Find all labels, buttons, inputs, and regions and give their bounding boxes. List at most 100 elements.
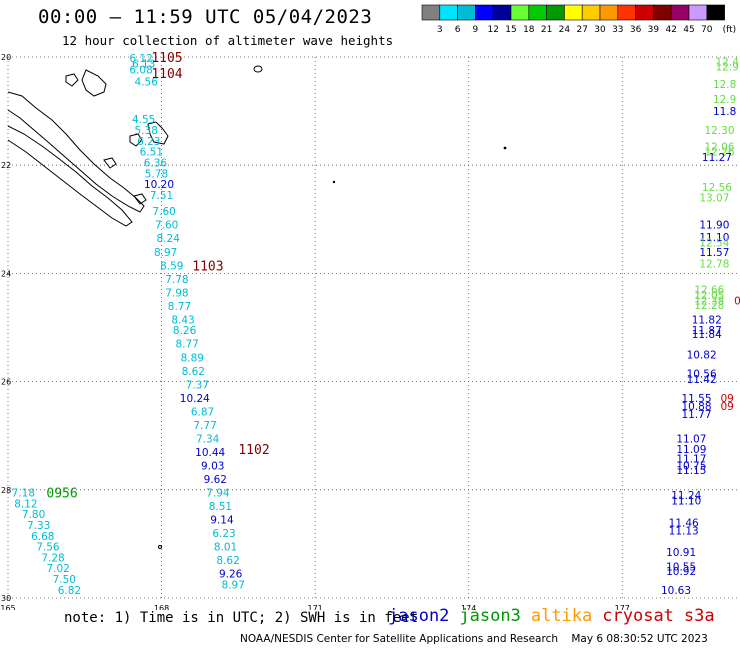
swh-value-label: 13.07 xyxy=(699,193,729,205)
swh-value-label: 11.24 xyxy=(671,490,701,502)
swh-value-label: 10.63 xyxy=(661,585,691,597)
swh-value-label: 7.18 xyxy=(12,488,35,500)
swh-value-label: 7.60 xyxy=(155,220,178,232)
coastline xyxy=(81,69,107,97)
x-tick-label: 177 xyxy=(615,604,630,610)
swh-value-label: 12.06 xyxy=(704,141,734,153)
swh-value-label: 7.33 xyxy=(27,520,50,532)
swh-value-label: 11.07 xyxy=(676,433,706,445)
swh-value-label: 11.8 xyxy=(713,106,736,118)
swh-value-label: 7.60 xyxy=(152,206,175,218)
swh-value-label: 12.66 xyxy=(694,285,724,297)
swh-value-label: 8.43 xyxy=(171,314,194,326)
coastline xyxy=(7,125,133,227)
swh-value-label: 11.09 xyxy=(676,444,706,456)
swh-value-label: 10.88 xyxy=(681,401,711,413)
swh-value-label: 12.05 xyxy=(694,290,724,302)
pass-time-label: 1102 xyxy=(238,443,269,458)
swh-value-label: 11.10 xyxy=(699,232,729,244)
swh-value-label: 6.68 xyxy=(31,531,54,543)
swh-value-label: 12.28 xyxy=(694,300,724,312)
swh-value-label: 8.77 xyxy=(168,301,191,313)
swh-value-label: 7.77 xyxy=(193,420,216,432)
swh-value-label: 8.01 xyxy=(214,542,237,554)
swh-value-label: 11.17 xyxy=(676,453,706,465)
island xyxy=(158,545,162,549)
y-tick-label: 24 xyxy=(1,269,11,278)
swh-value-label: 10.24 xyxy=(180,393,210,405)
coastline xyxy=(103,157,117,169)
pass-time-label: 1103 xyxy=(192,259,223,274)
y-tick-label: 28 xyxy=(1,486,11,495)
swh-value-label: 12.30 xyxy=(704,125,734,137)
swh-value-label: 11.84 xyxy=(692,329,722,341)
credit-line: NOAA/NESDIS Center for Satellite Applica… xyxy=(240,633,718,645)
colorbar-tick-label: 12 xyxy=(487,25,498,35)
credit-source: NOAA/NESDIS Center for Satellite Applica… xyxy=(240,633,558,645)
coastline xyxy=(7,91,145,213)
swh-value-label: 7.98 xyxy=(165,287,188,299)
legend-item-altika: altika xyxy=(530,606,593,626)
x-tick-label: 165 xyxy=(0,604,15,610)
swh-value-label: 11.55 xyxy=(681,393,711,405)
swh-value-label: 11.13 xyxy=(669,525,699,537)
coastline xyxy=(65,73,79,87)
pass-time-label: 0956 xyxy=(46,487,77,502)
island xyxy=(503,146,507,150)
swh-value-label: 09 xyxy=(721,401,734,413)
y-tick-label: 30 xyxy=(1,594,11,603)
swh-value-label: 8.97 xyxy=(154,247,177,259)
swh-value-label: 12.4 xyxy=(716,56,740,68)
colorbar-tick-label: 18 xyxy=(523,25,535,35)
coastline xyxy=(129,133,143,147)
swh-value-label: 11.87 xyxy=(692,325,722,337)
colorbar-swatch xyxy=(706,4,725,21)
coastline xyxy=(147,121,169,145)
swh-value-label: 11.10 xyxy=(671,496,701,508)
satellite-legend: jason2 jason3 altika cryosat s3a xyxy=(388,606,725,626)
x-tick-label: 174 xyxy=(461,604,476,610)
swh-value-label: 11.57 xyxy=(699,247,729,259)
swh-value-label: 10.91 xyxy=(666,547,696,559)
swh-value-label: 9.26 xyxy=(219,569,243,581)
swh-value-label: 0 xyxy=(734,295,740,307)
swh-value-label: 8.62 xyxy=(216,555,239,567)
swh-value-label: 6.08 xyxy=(129,64,152,76)
colorbar-tick-label: 6 xyxy=(455,25,461,35)
y-tick-label: 26 xyxy=(1,378,11,387)
x-tick-label: 171 xyxy=(307,604,322,610)
coastline xyxy=(133,193,147,205)
swh-value-label: 9.62 xyxy=(204,474,227,486)
swh-value-label: 11.15 xyxy=(676,465,706,477)
colorbar-tick-label: 70 xyxy=(701,25,713,35)
colorbar-tick-label: 27 xyxy=(576,25,587,35)
swh-value-label: 10.44 xyxy=(195,447,225,459)
swh-value-label: 10.55 xyxy=(666,562,696,574)
credit-timestamp: May 6 08:30:52 UTC 2023 xyxy=(571,633,708,645)
swh-value-label: 10.75 xyxy=(676,460,706,472)
swh-value-label: 7.50 xyxy=(53,574,76,586)
colorbar-tick-label: 3 xyxy=(437,25,443,35)
swh-value-label: 10.82 xyxy=(687,350,717,362)
page-title: 00:00 — 11:59 UTC 05/04/2023 xyxy=(38,6,373,28)
swh-value-label: 8.89 xyxy=(181,352,204,364)
colorbar-tick-label: 30 xyxy=(594,25,606,35)
colorbar-legend: 3 6 9 12 15 18 21 24 27 30 33 36 39 42 45 70 (ft) xyxy=(421,4,736,35)
colorbar-tick-label: 39 xyxy=(648,25,660,35)
swh-value-label: 7.28 xyxy=(41,552,64,564)
y-tick-label: 22 xyxy=(1,161,11,170)
legend-item-jason3: jason3 xyxy=(459,606,521,626)
swh-value-label: 12.38 xyxy=(694,295,724,307)
swh-value-label: 8.26 xyxy=(173,325,197,337)
y-tick-label: 20 xyxy=(1,53,11,62)
swh-value-label: 7.34 xyxy=(196,433,220,445)
swh-value-label: 6.82 xyxy=(58,585,81,597)
colorbar-tick-label: 42 xyxy=(665,25,676,35)
swh-value-label: 8.51 xyxy=(209,501,232,513)
swh-value-label: 7.56 xyxy=(36,542,60,554)
legend-item-cryosat: cryosat xyxy=(602,606,674,626)
swh-value-label: 12.56 xyxy=(702,182,732,194)
page-subtitle: 12 hour collection of altimeter wave hei… xyxy=(62,33,394,48)
colorbar-tick-label: 15 xyxy=(505,25,516,35)
swh-value-label: 8.59 xyxy=(160,260,183,272)
